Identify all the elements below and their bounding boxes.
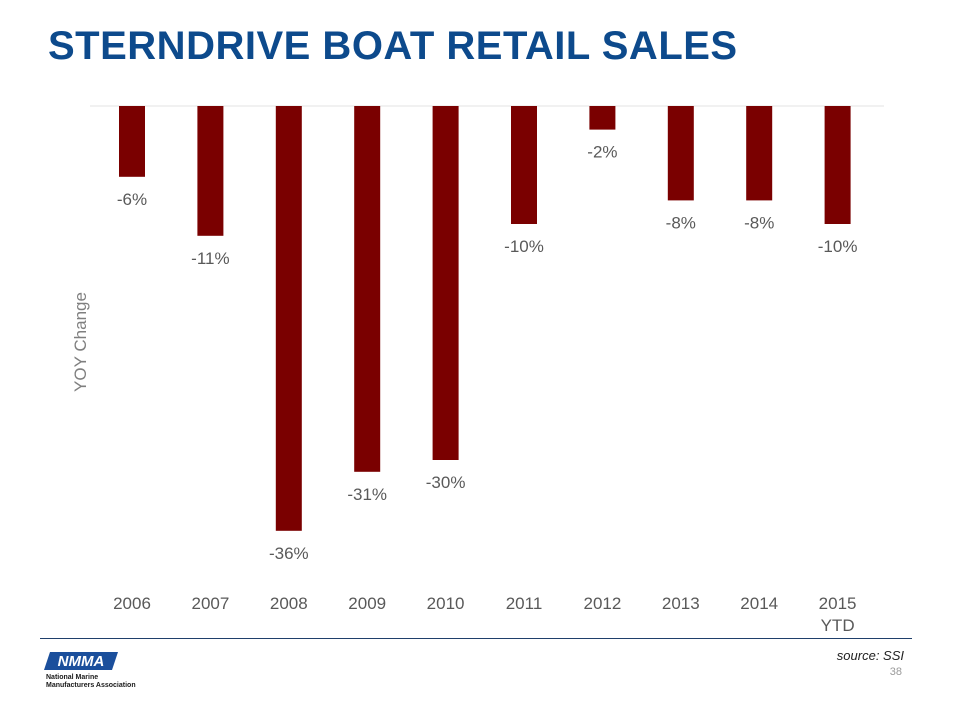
bar-4 xyxy=(432,106,459,460)
data-label-8: -8% xyxy=(744,213,774,232)
footer-divider xyxy=(40,638,912,639)
bar-0 xyxy=(119,106,145,177)
x-tick-label-6: 2012 xyxy=(583,594,621,613)
data-label-6: -2% xyxy=(587,143,617,162)
bar-2 xyxy=(275,106,302,531)
x-tick-label-4: 2010 xyxy=(427,594,465,613)
x-tick-label-9-line1: YTD xyxy=(821,616,855,635)
x-tick-label-1: 2007 xyxy=(191,594,229,613)
y-axis-title: YOY Change xyxy=(71,292,90,392)
bar-chart: YOY Change -6% -11% -36% -31% -30% -10% -2% -8%… xyxy=(71,105,884,635)
bar-9 xyxy=(824,106,851,224)
bar-5 xyxy=(511,106,537,224)
page-title: STERNDRIVE BOAT RETAIL SALES xyxy=(48,24,738,68)
bar-7 xyxy=(667,106,694,201)
logo-text: NMMA xyxy=(58,653,105,670)
data-label-5: -10% xyxy=(504,237,544,256)
nmma-logo-mark: NMMA xyxy=(44,652,118,670)
page-number: 38 xyxy=(889,666,902,678)
x-tick-label-9: 2015 xyxy=(819,594,857,613)
bar-8 xyxy=(746,106,773,201)
data-label-0: -6% xyxy=(117,190,147,209)
bar-3 xyxy=(354,106,381,472)
logo-subtext: National Marine Manufacturers Associatio… xyxy=(46,674,136,689)
source-note: source: SSI xyxy=(836,648,904,663)
data-label-1: -11% xyxy=(191,249,229,268)
nmma-logo: NMMA National Marine Manufacturers Assoc… xyxy=(44,648,136,694)
bar-6 xyxy=(589,106,616,130)
x-tick-label-3: 2009 xyxy=(348,594,386,613)
x-tick-label-0: 2006 xyxy=(113,594,151,613)
data-label-7: -8% xyxy=(666,213,696,232)
data-label-3: -31% xyxy=(347,485,387,504)
data-label-9: -10% xyxy=(818,237,858,256)
data-label-4: -30% xyxy=(426,473,466,492)
x-tick-label-2: 2008 xyxy=(270,594,308,613)
x-tick-label-5: 2011 xyxy=(506,594,543,613)
x-tick-label-8: 2014 xyxy=(740,594,778,613)
x-tick-label-7: 2013 xyxy=(662,594,700,613)
bar-1 xyxy=(197,106,224,236)
data-label-2: -36% xyxy=(269,544,309,563)
